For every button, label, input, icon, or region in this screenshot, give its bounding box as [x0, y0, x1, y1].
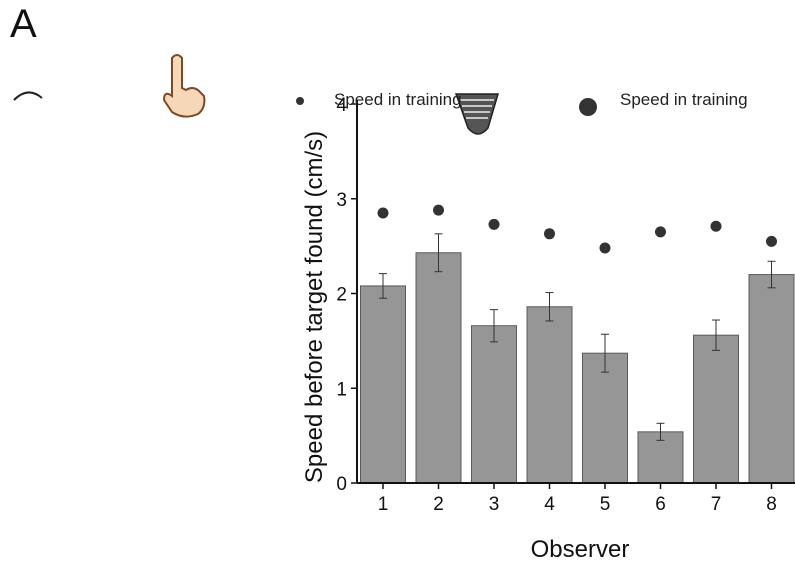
- bar-1: [360, 285, 406, 484]
- x-tick-label-6: 6: [655, 494, 666, 515]
- x-tick-label-3: 3: [489, 494, 500, 515]
- legend-label-2: Speed in training: [620, 90, 748, 109]
- legend-label-1: Speed in training: [334, 90, 462, 109]
- x-axis-title: Observer: [531, 536, 630, 563]
- dot-2: [433, 204, 444, 216]
- x-tick-label-8: 8: [766, 494, 777, 515]
- axes: 1 2 3 4 5 6 7 8 0 1 2 3 4: [336, 95, 795, 515]
- y-tick-label-4: 4: [336, 95, 347, 116]
- y-tick-label-0: 0: [336, 474, 347, 495]
- legend-dot-1: [296, 97, 304, 105]
- decorations: [13, 54, 500, 135]
- partial-circle-icon: [13, 91, 43, 101]
- legend-dot-2: [579, 98, 597, 116]
- dot-7: [710, 220, 722, 232]
- bar-8: [748, 274, 795, 484]
- dot-8: [766, 235, 777, 247]
- x-tick-label-1: 1: [378, 494, 389, 515]
- bar-7: [693, 334, 739, 484]
- y-tick-label-1: 1: [336, 379, 347, 400]
- x-tick-label-4: 4: [544, 494, 555, 515]
- bar-3: [471, 325, 517, 484]
- dot-4: [544, 228, 555, 240]
- dots: [377, 204, 777, 254]
- hand-pointer-icon: [162, 54, 206, 118]
- dot-6: [655, 226, 666, 238]
- error-bars: [379, 233, 776, 441]
- dot-5: [599, 242, 611, 254]
- y-tick-label-2: 2: [336, 285, 347, 306]
- x-tick-label-7: 7: [711, 494, 722, 515]
- dot-1: [377, 207, 389, 219]
- cursor-blur-icon: [454, 93, 500, 135]
- y-axis-title: Speed before target found (cm/s): [301, 131, 328, 483]
- y-tick-label-3: 3: [336, 190, 347, 211]
- x-tick-label-2: 2: [433, 494, 444, 515]
- dot-3: [488, 218, 500, 230]
- bar-2: [415, 252, 462, 484]
- bars: [360, 252, 795, 484]
- bar-5: [582, 352, 628, 484]
- legend: Speed in training Speed in training: [296, 90, 748, 116]
- bar-4: [526, 306, 573, 484]
- panel-label: A: [10, 2, 37, 46]
- x-tick-label-5: 5: [600, 494, 611, 515]
